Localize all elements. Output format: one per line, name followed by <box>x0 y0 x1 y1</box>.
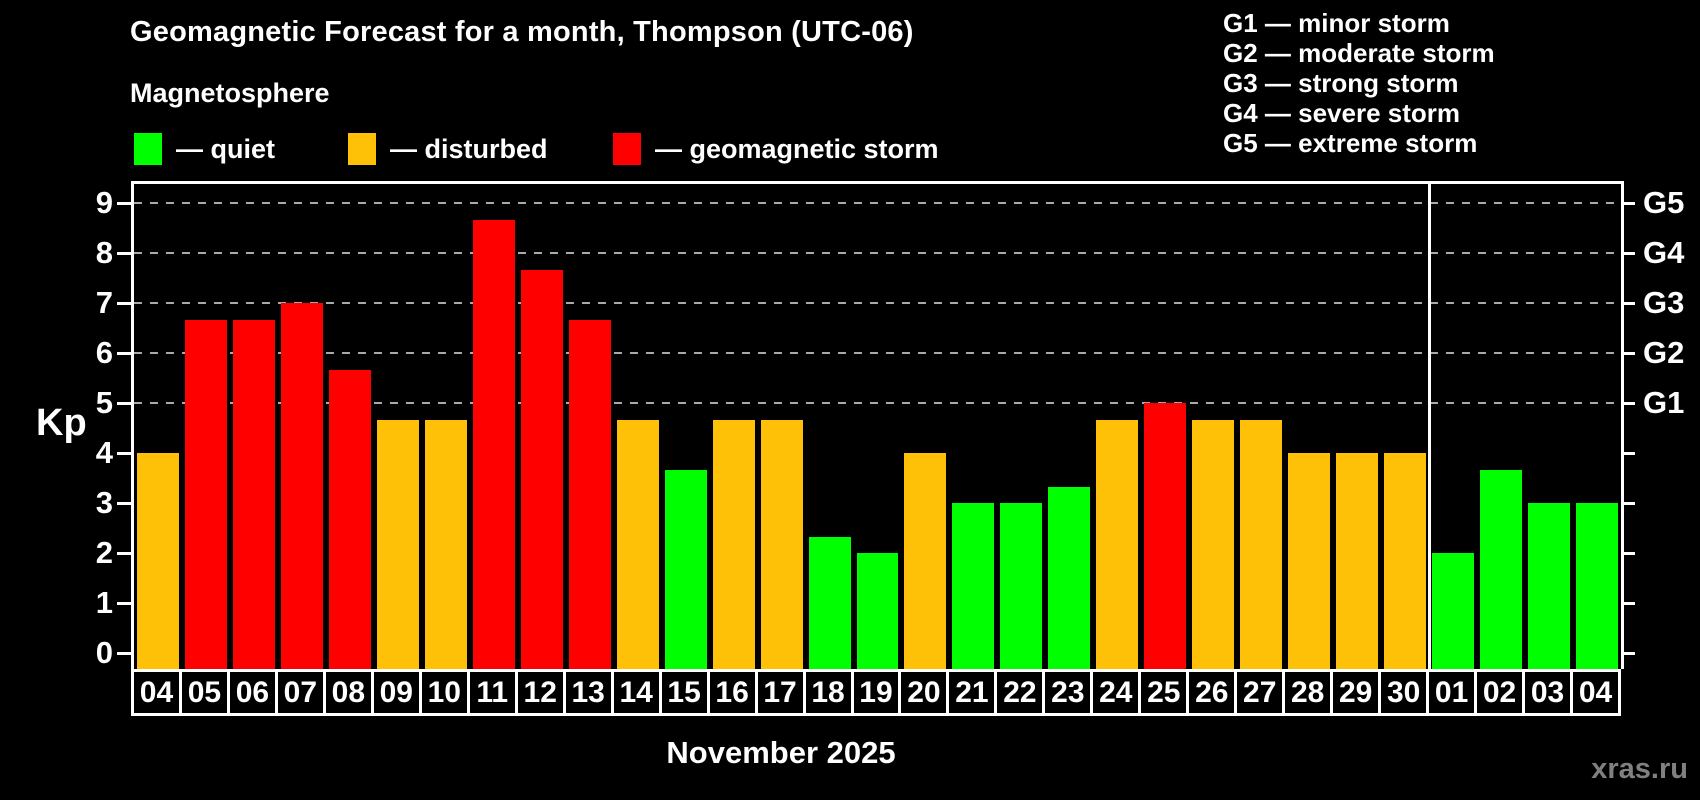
kp-bar-day-03 <box>1528 503 1571 669</box>
legend-item-disturbed: — disturbed <box>348 130 548 168</box>
kp-bar-day-22 <box>1000 503 1043 669</box>
day-label-12: 12 <box>514 669 566 716</box>
legend-label-storm: — geomagnetic storm <box>655 133 939 164</box>
kp-bar-day-19 <box>856 553 899 669</box>
g-scale-legend-line: G3 — strong storm <box>1223 68 1459 98</box>
day-label-29: 29 <box>1330 669 1382 716</box>
kp-bar-day-29 <box>1336 453 1379 669</box>
kp-bar-day-04 <box>1576 503 1618 669</box>
kp-bar-day-10 <box>424 419 467 669</box>
legend-label-disturbed: — disturbed <box>390 133 548 164</box>
g-scale-legend-line: G4 — severe storm <box>1223 98 1461 128</box>
day-label-10: 10 <box>418 669 470 716</box>
month-separator <box>1427 184 1431 669</box>
kp-bar-day-25 <box>1144 403 1187 669</box>
day-label-30: 30 <box>1378 669 1430 716</box>
chart-title: Geomagnetic Forecast for a month, Thomps… <box>130 16 914 48</box>
kp-bar-day-11 <box>472 219 515 669</box>
kp-bar-day-05 <box>184 319 227 669</box>
kp-bar-day-04 <box>137 453 179 669</box>
kp-bar-day-15 <box>664 469 707 669</box>
day-label-11: 11 <box>466 669 518 716</box>
legend-item-quiet: — quiet <box>134 130 275 168</box>
chart-subtitle: Magnetosphere <box>130 78 330 108</box>
legend-item-storm: — geomagnetic storm <box>613 130 939 168</box>
kp-bar-day-06 <box>232 319 275 669</box>
watermark: xras.ru <box>1591 753 1688 785</box>
kp-bar-day-23 <box>1048 486 1091 669</box>
gridline-kp-6 <box>134 352 1621 354</box>
y-axis-title: Kp <box>36 402 87 444</box>
kp-bar-day-09 <box>376 419 419 669</box>
day-label-02: 02 <box>1474 669 1526 716</box>
kp-bar-day-27 <box>1240 419 1283 669</box>
day-label-16: 16 <box>706 669 758 716</box>
g-scale-legend: G1 — minor storm G2 — moderate storm G3 … <box>1223 8 1495 158</box>
day-label-21: 21 <box>946 669 998 716</box>
g-scale-legend-line: G5 — extreme storm <box>1223 128 1478 158</box>
kp-bar-day-30 <box>1384 453 1427 669</box>
day-label-07: 07 <box>274 669 326 716</box>
day-label-03: 03 <box>1522 669 1574 716</box>
kp-bar-day-26 <box>1192 419 1235 669</box>
day-label-09: 09 <box>370 669 422 716</box>
day-label-06: 06 <box>226 669 278 716</box>
day-label-25: 25 <box>1138 669 1190 716</box>
day-label-20: 20 <box>898 669 950 716</box>
day-label-14: 14 <box>610 669 662 716</box>
day-label-05: 05 <box>178 669 230 716</box>
plot-area <box>131 181 1624 669</box>
day-label-19: 19 <box>850 669 902 716</box>
gridline-kp-5 <box>134 402 1621 404</box>
x-axis-title: November 2025 <box>666 735 896 770</box>
kp-bar-day-02 <box>1480 469 1523 669</box>
day-label-28: 28 <box>1282 669 1334 716</box>
kp-bar-day-24 <box>1096 419 1139 669</box>
kp-bar-day-28 <box>1288 453 1331 669</box>
kp-bar-day-20 <box>904 453 947 669</box>
gridline-kp-9 <box>134 202 1621 204</box>
gridline-kp-8 <box>134 252 1621 254</box>
quiet-color-swatch <box>134 133 162 165</box>
kp-bar-day-16 <box>712 419 755 669</box>
day-label-08: 08 <box>322 669 374 716</box>
gridline-kp-7 <box>134 302 1621 304</box>
day-label-24: 24 <box>1090 669 1142 716</box>
day-label-13: 13 <box>562 669 614 716</box>
storm-color-swatch <box>613 133 641 165</box>
day-label-01: 01 <box>1426 669 1478 716</box>
g-scale-legend-line: G2 — moderate storm <box>1223 38 1495 68</box>
legend-label-quiet: — quiet <box>176 133 275 164</box>
kp-bar-day-17 <box>760 419 803 669</box>
disturbed-color-swatch <box>348 133 376 165</box>
kp-bar-day-18 <box>808 536 851 669</box>
kp-bar-day-14 <box>616 419 659 669</box>
day-label-17: 17 <box>754 669 806 716</box>
day-label-15: 15 <box>658 669 710 716</box>
kp-bar-day-01 <box>1432 553 1475 669</box>
day-label-22: 22 <box>994 669 1046 716</box>
day-label-26: 26 <box>1186 669 1238 716</box>
kp-bar-day-07 <box>280 303 323 669</box>
day-label-04: 04 <box>131 669 182 716</box>
day-label-04: 04 <box>1570 669 1621 716</box>
day-label-27: 27 <box>1234 669 1286 716</box>
day-label-18: 18 <box>802 669 854 716</box>
g-scale-legend-line: G1 — minor storm <box>1223 8 1450 38</box>
kp-bar-day-21 <box>952 503 995 669</box>
kp-bar-day-12 <box>520 269 563 669</box>
kp-bar-day-08 <box>328 369 371 669</box>
kp-bar-day-13 <box>568 319 611 669</box>
day-label-23: 23 <box>1042 669 1094 716</box>
